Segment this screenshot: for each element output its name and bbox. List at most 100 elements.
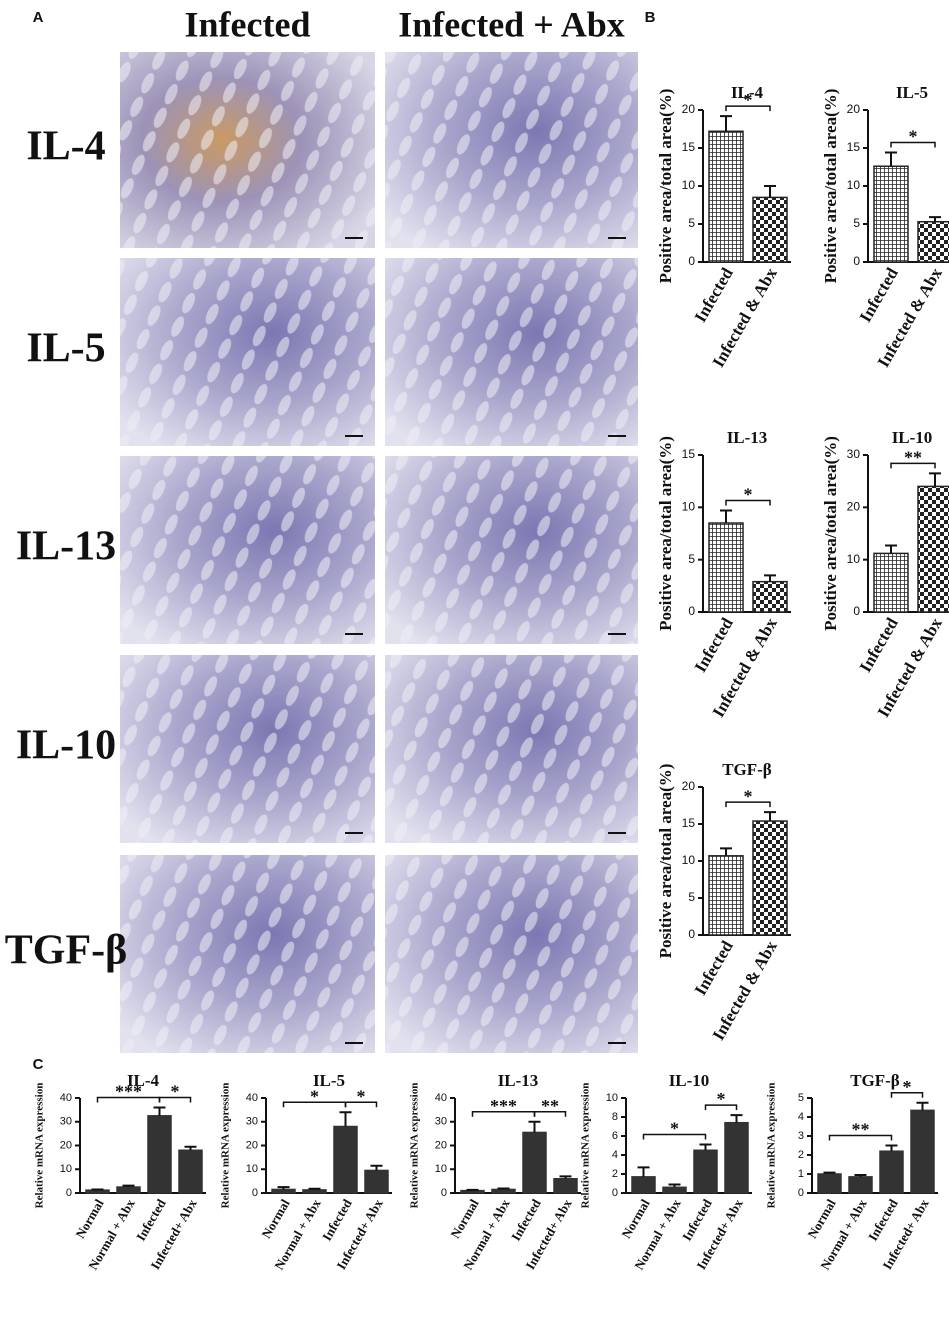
y-tick-label: 0 [441, 1187, 447, 1199]
significance-label: * [670, 1119, 679, 1139]
micrograph-texture [120, 655, 375, 843]
y-tick-label: 0 [688, 927, 695, 941]
x-tick-label: Normal [258, 1196, 292, 1241]
y-axis-label: Positive area/total area(%) [821, 89, 840, 284]
micrograph-panel [120, 52, 638, 1053]
bar [752, 580, 788, 613]
bar [662, 1186, 687, 1194]
y-tick-label: 30 [60, 1116, 72, 1128]
bar [491, 1188, 516, 1194]
bar [917, 485, 949, 613]
significance-bracket [890, 1092, 924, 1098]
row-label: IL-4 [26, 124, 105, 170]
error-bar [823, 1171, 836, 1174]
panel-label: B [645, 9, 656, 26]
y-tick-label: 5 [798, 1092, 804, 1104]
bar [553, 1178, 578, 1194]
column-header: Infected [185, 4, 311, 44]
y-tick-label: 15 [847, 140, 861, 154]
significance-label: ** [904, 447, 922, 467]
error-bar [764, 811, 776, 822]
y-tick-label: 10 [682, 853, 696, 867]
y-tick-label: 4 [798, 1111, 804, 1123]
y-tick-label: 30 [435, 1116, 447, 1128]
bar [917, 220, 949, 263]
significance-label: * [171, 1082, 180, 1102]
significance-bracket [344, 1101, 378, 1108]
y-tick-label: 5 [853, 216, 860, 230]
y-tick-label: 30 [246, 1116, 258, 1128]
bar [522, 1131, 547, 1194]
significance-bracket [642, 1133, 707, 1140]
y-axis-label: Positive area/total area(%) [821, 436, 840, 631]
significance-label: * [903, 1077, 912, 1097]
y-tick-label: 2 [612, 1168, 618, 1180]
y-axis-label: Relative mRNA expression [580, 1083, 592, 1209]
error-bar [528, 1120, 541, 1133]
significance-bracket [725, 499, 771, 506]
y-tick-label: 10 [606, 1092, 618, 1104]
y-tick-label: 20 [682, 102, 696, 116]
error-bar [668, 1183, 681, 1188]
y-axis-label: Relative mRNA expression [409, 1083, 421, 1209]
y-tick-label: 20 [847, 500, 861, 514]
error-bar [730, 1114, 743, 1123]
micrograph-texture [385, 855, 638, 1053]
significance-label: * [744, 485, 753, 505]
bar [116, 1186, 141, 1194]
x-tick-label: Infected [691, 614, 737, 675]
y-axis-label: Positive area/total area(%) [656, 89, 675, 284]
bar [302, 1189, 327, 1194]
y-axis-label: Relative mRNA expression [220, 1083, 232, 1209]
y-tick-label: 2 [798, 1149, 804, 1161]
y-axis-label: Positive area/total area(%) [656, 436, 675, 631]
y-tick-label: 3 [798, 1130, 804, 1142]
bar [271, 1188, 296, 1194]
error-bar [466, 1188, 479, 1191]
error-bar [929, 216, 941, 222]
chart-title: IL-5 [896, 83, 928, 102]
significance-label: *** [490, 1096, 517, 1116]
panel-label: C [33, 1056, 44, 1073]
chart-title: IL-4 [731, 83, 764, 102]
bar [873, 165, 909, 263]
x-tick-label: Normal [72, 1196, 106, 1241]
micrograph-texture [120, 456, 375, 644]
bar [708, 855, 744, 936]
x-tick-label: Normal [618, 1196, 652, 1241]
x-tick-label: Infected [691, 264, 737, 325]
bar [879, 1150, 904, 1194]
error-bar [854, 1173, 867, 1177]
significance-label: *** [115, 1082, 142, 1102]
y-axis-label: Positive area/total area(%) [656, 764, 675, 959]
y-tick-label: 4 [612, 1149, 618, 1161]
significance-label: ** [852, 1120, 870, 1140]
row-label: IL-13 [16, 524, 116, 570]
error-bar [720, 847, 732, 856]
bar [364, 1169, 389, 1194]
chart-title: IL-10 [669, 1071, 710, 1090]
y-tick-label: 8 [612, 1111, 618, 1123]
bar [85, 1189, 110, 1194]
chart-title: IL-4 [127, 1071, 160, 1090]
y-tick-label: 10 [435, 1163, 447, 1175]
error-bar [370, 1164, 383, 1171]
micrograph-texture [120, 258, 375, 446]
micrograph-texture [385, 52, 638, 248]
y-tick-label: 20 [847, 102, 861, 116]
micrograph-texture [120, 52, 375, 248]
bar [460, 1189, 485, 1194]
error-bar [764, 185, 776, 198]
error-bar [637, 1166, 650, 1177]
y-tick-label: 0 [798, 1187, 804, 1199]
x-tick-label: Normal [804, 1196, 838, 1241]
bar [147, 1115, 172, 1194]
y-tick-label: 15 [682, 816, 696, 830]
micrograph-texture [385, 258, 638, 446]
significance-bracket [828, 1134, 893, 1141]
bar [752, 196, 788, 263]
x-tick-label: Infected [856, 614, 902, 675]
error-bar [277, 1186, 290, 1190]
bar [708, 522, 744, 613]
